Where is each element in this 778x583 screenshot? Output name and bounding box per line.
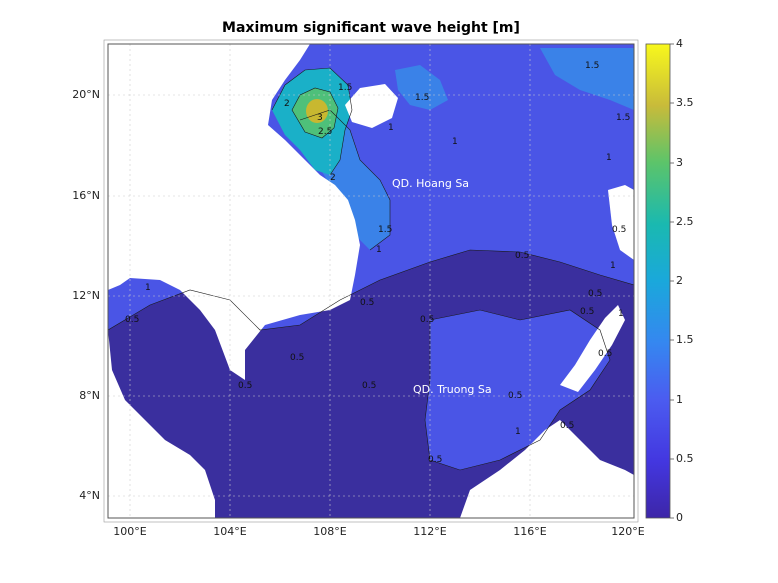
lat-label-20n: 20°N (72, 88, 100, 101)
contour-label: 1.5 (338, 83, 352, 93)
contour-label: 1 (388, 123, 394, 133)
mid-wave-south (425, 310, 610, 470)
contour-label: 0.5 (560, 421, 574, 431)
lat-label-8n: 8°N (79, 389, 100, 402)
contour-label: 0.5 (290, 353, 304, 363)
lon-label-104e: 104°E (213, 525, 247, 538)
contour-label: 3 (317, 113, 323, 123)
contour-label: 0.5 (420, 315, 434, 325)
contour-label: 1 (618, 309, 624, 319)
contour-label: 2 (284, 99, 290, 109)
contour-label: 0.5 (360, 298, 374, 308)
contour-labels: 3 2.5 2 2 1.5 1.5 1.5 1.5 1.5 1 1 1 1 1 … (125, 61, 630, 465)
colorbar-label: 0 (676, 511, 683, 524)
contour-label: 1.5 (585, 61, 599, 71)
contour-label: 1.5 (415, 93, 429, 103)
lon-label-100e: 100°E (113, 525, 147, 538)
colorbar-label: 1 (676, 393, 683, 406)
contour-label: 1.5 (616, 113, 630, 123)
lat-label-12n: 12°N (72, 289, 100, 302)
land-borneo (460, 420, 634, 518)
place-label-truong-sa: QD. Truong Sa (413, 383, 492, 396)
contour-label: 1 (606, 153, 612, 163)
colorbar-label: 2 (676, 274, 683, 287)
contour-label: 1 (452, 137, 458, 147)
contour-label: 2.5 (318, 127, 332, 137)
lon-label-108e: 108°E (313, 525, 347, 538)
contour-label: 0.5 (508, 391, 522, 401)
mid-wave-ne (540, 48, 634, 110)
contour-label: 0.5 (428, 455, 442, 465)
colorbar-label: 0.5 (676, 452, 694, 465)
colorbar-label: 3 (676, 156, 683, 169)
lon-label-112e: 112°E (413, 525, 447, 538)
axes-frame (107, 43, 635, 519)
contour-label: 0.5 (580, 307, 594, 317)
contour-label: 1 (515, 427, 521, 437)
lat-label-4n: 4°N (79, 489, 100, 502)
contour-label: 0.5 (362, 381, 376, 391)
axes-border (103, 39, 639, 523)
contour-label: 0.5 (588, 289, 602, 299)
colorbar-label: 4 (676, 37, 683, 50)
contour-label: 0.5 (125, 315, 139, 325)
map-title: Maximum significant wave height [m] (222, 20, 520, 36)
colorbar-label: 3.5 (676, 96, 694, 109)
mid-wave-gulf (395, 65, 448, 110)
contour-label: 0.5 (238, 381, 252, 391)
lon-label-120e: 120°E (611, 525, 645, 538)
place-label-hoang-sa: QD. Hoang Sa (392, 177, 470, 190)
colorbar (645, 43, 671, 519)
contour-label: 0.5 (598, 349, 612, 359)
grid-lines (108, 44, 634, 518)
contour-label: 1.5 (378, 225, 392, 235)
contour-label: 2 (330, 173, 336, 183)
colorbar-label: 1.5 (676, 333, 694, 346)
peak-wave-core (306, 99, 328, 123)
lat-label-16n: 16°N (72, 189, 100, 202)
colorbar-label: 2.5 (676, 215, 694, 228)
land-philippines (560, 305, 625, 392)
contour-label: 1 (376, 245, 382, 255)
land-thailand-gulf (108, 330, 215, 518)
land-luzon (608, 185, 634, 260)
land-indochina (108, 44, 360, 380)
contour-label: 1 (145, 283, 151, 293)
contour-label: 1 (610, 261, 616, 271)
contour-label: 0.5 (515, 251, 529, 261)
colorbar-ticks (670, 43, 674, 519)
contour-lines (108, 67, 634, 471)
lon-label-116e: 116°E (513, 525, 547, 538)
contour-label: 0.5 (612, 225, 626, 235)
